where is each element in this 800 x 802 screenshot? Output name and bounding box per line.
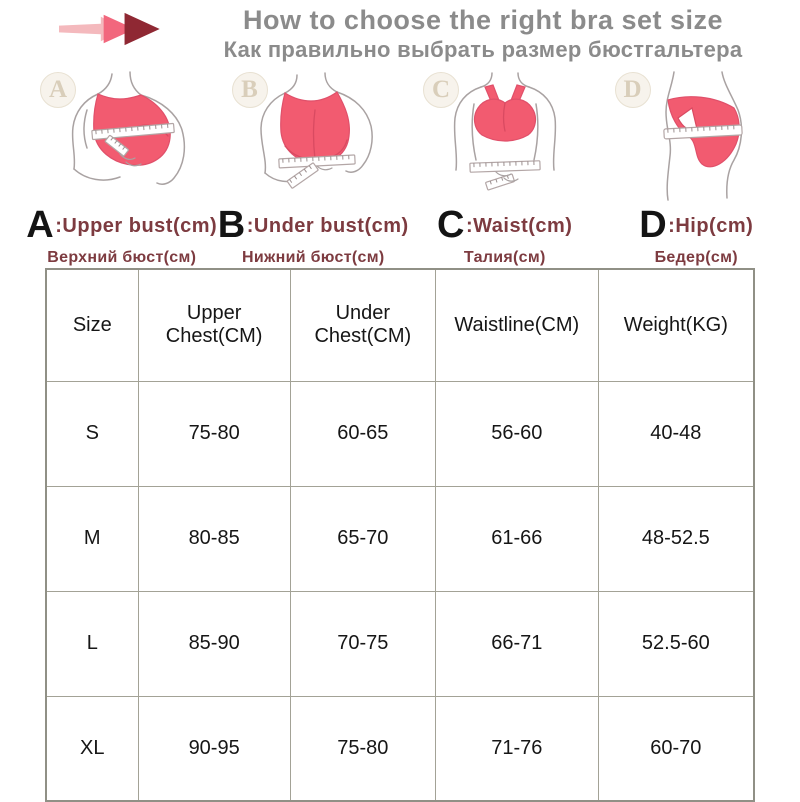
watermark-letter-b: B bbox=[231, 72, 268, 108]
table-row-l: L 85-90 70-75 66-71 52.5-60 bbox=[45, 590, 755, 697]
watermark-letter-d: D bbox=[614, 72, 651, 108]
measurement-label-d-ru: Бедер(см) bbox=[654, 249, 738, 266]
cell-m-under-chest: 65-70 bbox=[289, 485, 436, 592]
header-arrows bbox=[0, 6, 180, 53]
page-subtitle: Как правильно выбрать размер бюстгальтер… bbox=[223, 37, 743, 63]
figure-box-a: A bbox=[26, 70, 218, 202]
under-bust-measuring-figure-icon bbox=[260, 72, 374, 189]
cell-m-upper-chest: 80-85 bbox=[137, 485, 291, 592]
measurement-letter-a: A bbox=[26, 204, 55, 246]
cell-xl-under-chest: 75-80 bbox=[289, 695, 436, 802]
page-title: How to choose the right bra set size bbox=[242, 5, 724, 35]
measurement-label-b-ru: Нижний бюст(см) bbox=[242, 249, 385, 266]
measurement-letter-c: C bbox=[437, 204, 465, 246]
cell-size-xl: XL bbox=[45, 695, 139, 802]
watermark-letter-c: C bbox=[423, 72, 459, 108]
cell-xl-weight: 60-70 bbox=[597, 695, 755, 802]
cell-s-under-chest: 60-65 bbox=[289, 380, 436, 487]
measurement-label-d-en: :Hip(cm) bbox=[668, 215, 754, 237]
measurement-label-a-ru: Верхний бюст(см) bbox=[47, 249, 197, 266]
cell-l-waistline: 66-71 bbox=[434, 590, 599, 697]
figure-box-c: C bbox=[409, 70, 601, 202]
size-table-header-row: Size Upper Chest(CM) Under Chest(CM) Wai… bbox=[45, 268, 755, 382]
measurement-section-b: B B:Und bbox=[218, 70, 410, 266]
measurement-label-c-en: :Waist(cm) bbox=[465, 215, 573, 237]
cell-s-waistline: 56-60 bbox=[434, 380, 599, 487]
upper-bust-measuring-figure-icon bbox=[71, 71, 185, 185]
measurement-label-a: A:Upper bust(cm) bbox=[26, 204, 218, 247]
table-row-m: M 80-85 65-70 61-66 48-52.5 bbox=[45, 485, 755, 592]
watermark-letter-a: A bbox=[40, 72, 76, 108]
measurement-label-c: C:Waist(cm) bbox=[409, 204, 601, 247]
figure-box-b: B bbox=[218, 70, 410, 202]
cell-xl-upper-chest: 90-95 bbox=[137, 695, 291, 802]
measurement-label-d: D:Hip(cm) bbox=[601, 204, 793, 247]
size-table: Size Upper Chest(CM) Under Chest(CM) Wai… bbox=[45, 268, 755, 802]
measurement-label-b-en: :Under bust(cm) bbox=[246, 215, 409, 237]
measurement-letter-d: D bbox=[639, 204, 668, 246]
table-row-xl: XL 90-95 75-80 71-76 60-70 bbox=[45, 695, 755, 802]
column-header-size: Size bbox=[45, 268, 139, 382]
cell-m-weight: 48-52.5 bbox=[597, 485, 755, 592]
cell-size-m: M bbox=[45, 485, 139, 592]
column-header-weight: Weight(KG) bbox=[597, 268, 755, 382]
measurement-section-d: D D:Hip(cm) Бедер(см) bbox=[601, 70, 793, 266]
measurement-label-c-ru: Талия(см) bbox=[463, 249, 546, 266]
cell-size-l: L bbox=[45, 590, 139, 697]
cell-l-upper-chest: 85-90 bbox=[137, 590, 291, 697]
cell-s-weight: 40-48 bbox=[597, 380, 755, 487]
header-titles: How to choose the right bra set size Как… bbox=[180, 6, 800, 63]
cell-m-waistline: 61-66 bbox=[434, 485, 599, 592]
measurement-letter-b: B bbox=[217, 204, 246, 246]
figure-box-d: D bbox=[601, 70, 793, 202]
triple-arrow-right-icon bbox=[59, 12, 160, 46]
table-row-s: S 75-80 60-65 56-60 40-48 bbox=[45, 380, 755, 487]
cell-s-upper-chest: 75-80 bbox=[137, 380, 291, 487]
cell-l-weight: 52.5-60 bbox=[597, 590, 755, 697]
hip-measuring-figure-icon bbox=[663, 71, 743, 201]
cell-xl-waistline: 71-76 bbox=[434, 695, 599, 802]
measurement-label-a-en: :Upper bust(cm) bbox=[55, 215, 218, 237]
header: How to choose the right bra set size Как… bbox=[0, 0, 800, 62]
column-header-waistline: Waistline(CM) bbox=[434, 268, 599, 382]
column-header-upper-chest: Upper Chest(CM) bbox=[137, 268, 291, 382]
measurement-label-b: B:Under bust(cm) bbox=[218, 204, 410, 247]
cell-size-s: S bbox=[45, 380, 139, 487]
measurement-guide-row: A A:Upp bbox=[0, 62, 800, 266]
measurement-section-a: A A:Upp bbox=[26, 70, 218, 266]
waist-measuring-figure-icon bbox=[453, 72, 556, 191]
measurement-section-c: C bbox=[409, 70, 601, 266]
column-header-under-chest: Under Chest(CM) bbox=[289, 268, 436, 382]
cell-l-under-chest: 70-75 bbox=[289, 590, 436, 697]
